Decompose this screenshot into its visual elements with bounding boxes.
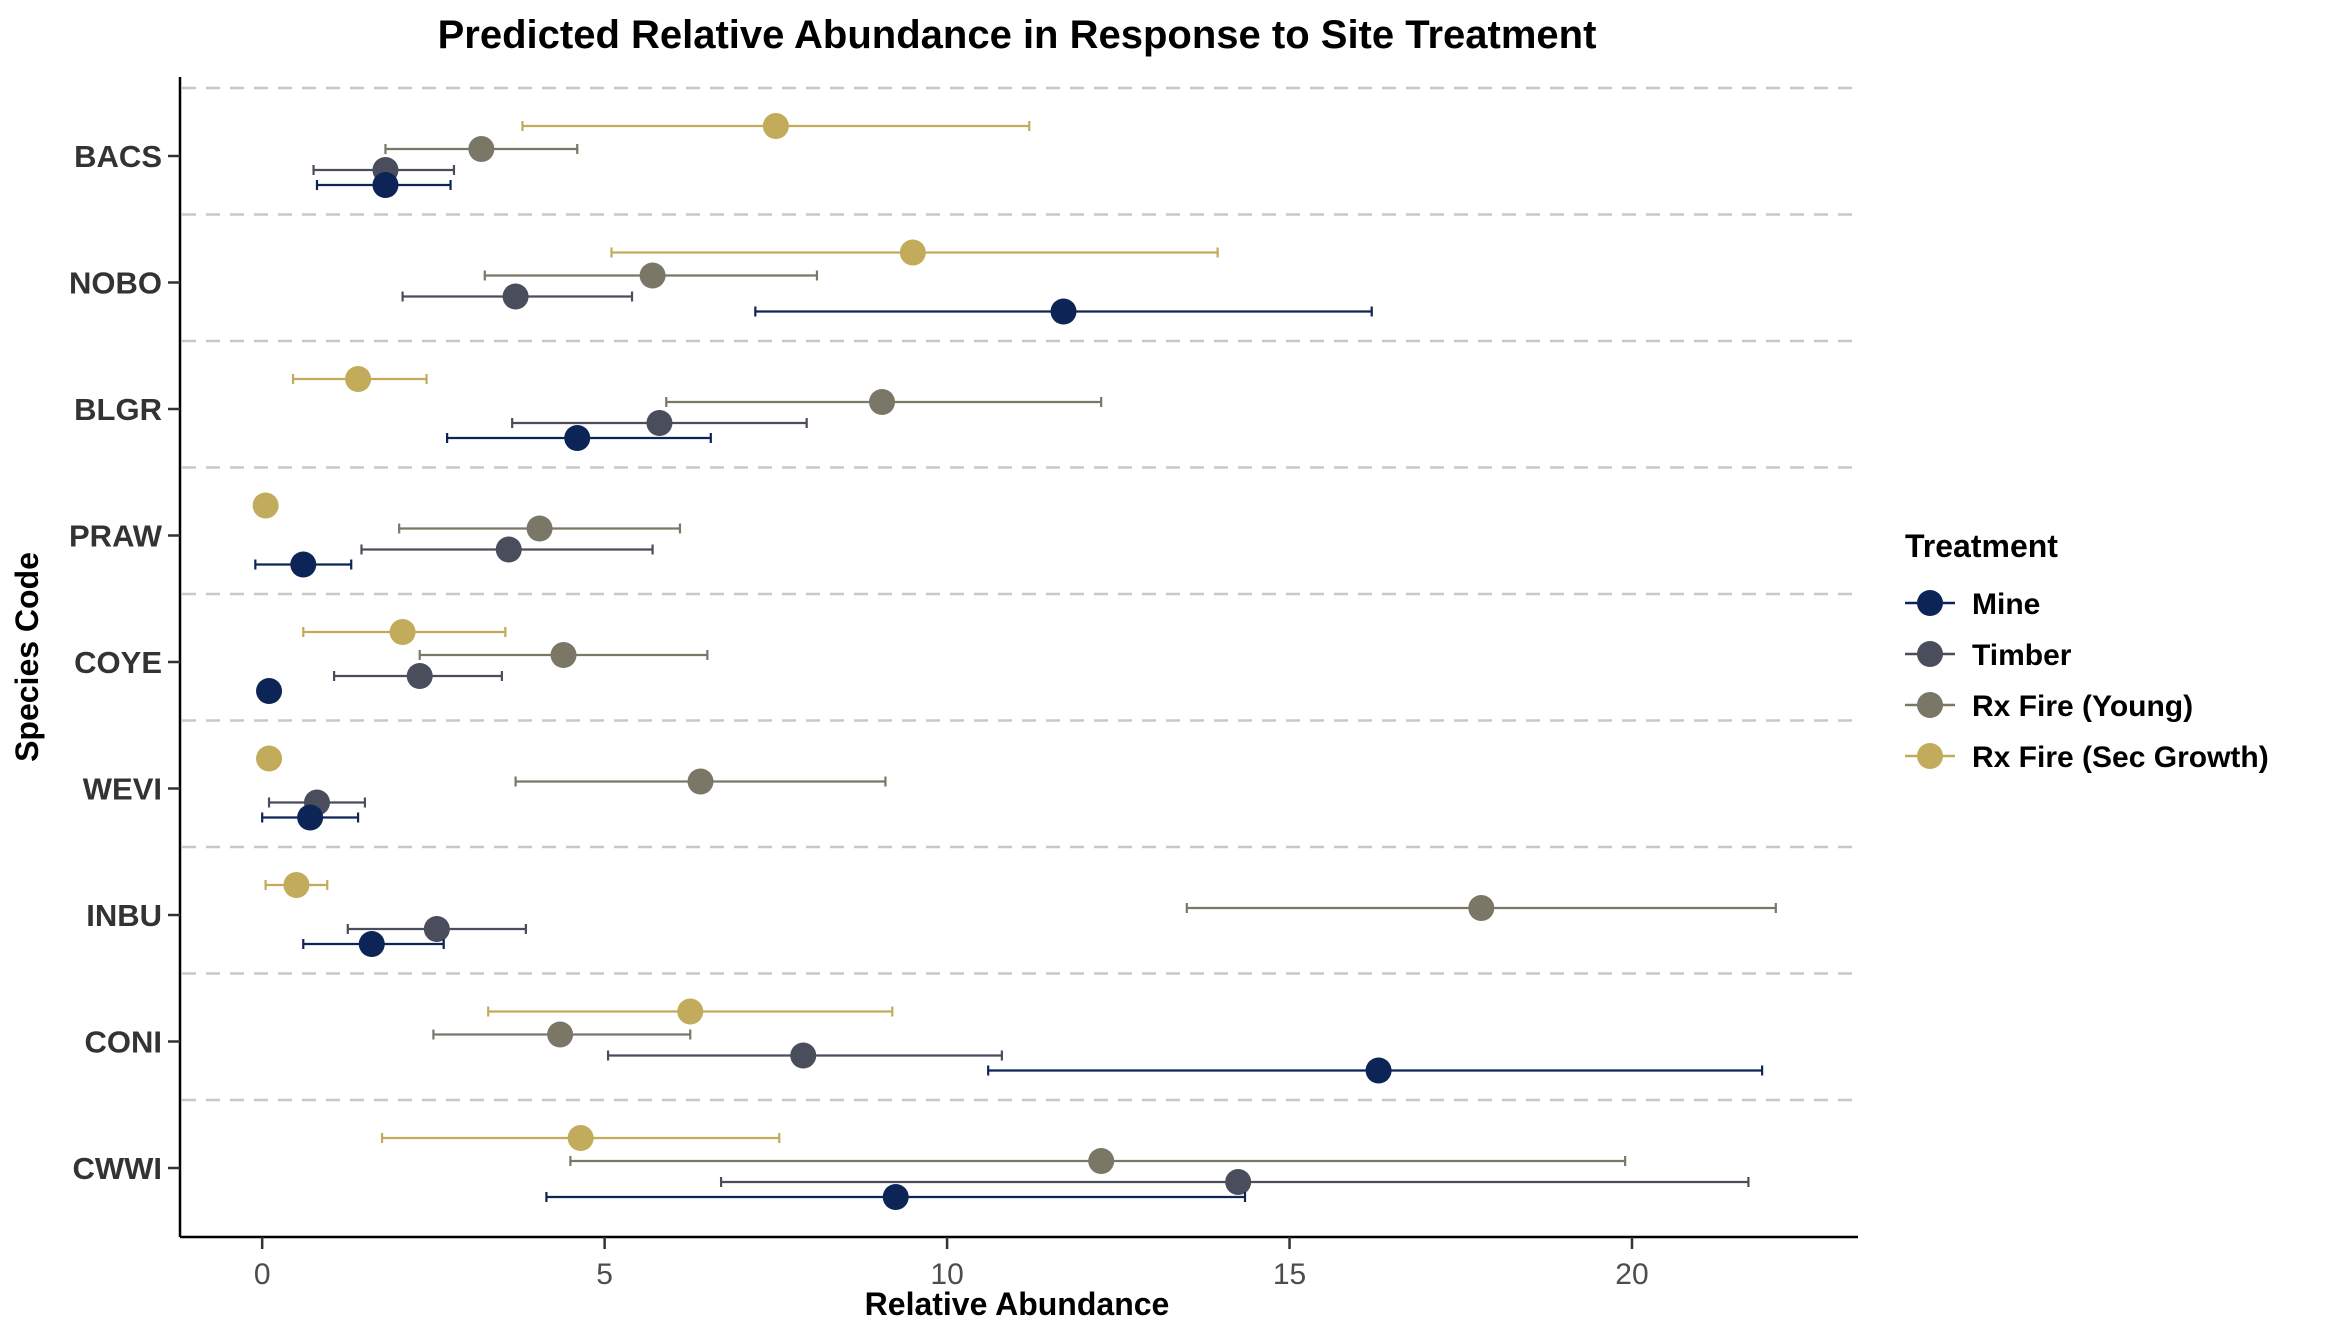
y-tick-label: INBU (86, 898, 162, 933)
point-mine (1365, 1057, 1392, 1084)
legend-title: Treatment (1905, 528, 2058, 564)
x-tick-label: 15 (1273, 1258, 1306, 1291)
y-tick-label: CWWI (72, 1151, 162, 1186)
point-mine (256, 678, 283, 704)
legend: Treatment Mine Timber Rx Fire (Young) Rx Fi… (1905, 528, 2269, 774)
x-tick-label: 20 (1615, 1258, 1648, 1291)
point-rx-fire-sec-growth (256, 745, 283, 772)
y-axis-ticks: BACS NOBO BLGR PRAW COYE WEVI INBU CONI CWWI (69, 139, 180, 1186)
point-rx-fire-young (639, 262, 666, 289)
point-rx-fire-sec-growth (899, 239, 926, 266)
point-rx-fire-young (1088, 1148, 1115, 1174)
point-rx-fire-young (526, 515, 553, 542)
point-rx-fire-young (550, 642, 577, 668)
y-tick-label: PRAW (69, 519, 163, 554)
point-rx-fire-sec-growth (389, 619, 416, 645)
x-axis-ticks: 0 5 10 15 20 (254, 1237, 1649, 1291)
y-axis-title: Species Code (9, 552, 45, 762)
legend-label-timber: Timber (1972, 639, 2072, 672)
legend-label-rx-fire-young: Rx Fire (Young) (1972, 690, 2193, 723)
point-mine (358, 931, 385, 957)
point-timber (495, 536, 522, 563)
data-marks (252, 113, 1777, 1210)
point-rx-fire-sec-growth (283, 872, 310, 898)
legend-swatch-rx-fire-young (1917, 692, 1943, 718)
point-timber (423, 916, 450, 942)
point-rx-fire-sec-growth (345, 366, 372, 392)
point-rx-fire-young (1468, 895, 1495, 921)
legend-swatch-rx-fire-sec-growth (1917, 743, 1943, 769)
point-timber (502, 283, 529, 310)
point-mine (882, 1184, 909, 1210)
axes (178, 77, 1858, 1239)
point-rx-fire-young (547, 1021, 574, 1048)
point-timber (790, 1042, 817, 1069)
y-tick-label: COYE (74, 645, 162, 680)
x-tick-label: 0 (254, 1258, 271, 1291)
point-rx-fire-sec-growth (762, 113, 789, 139)
legend-swatch-mine (1917, 590, 1943, 616)
point-rx-fire-young (869, 389, 896, 415)
chart-title: Predicted Relative Abundance in Response… (438, 13, 1597, 57)
x-tick-label: 10 (930, 1258, 963, 1291)
point-rx-fire-young (687, 768, 714, 795)
y-tick-label: BACS (74, 139, 162, 174)
x-axis-title: Relative Abundance (865, 1286, 1170, 1322)
legend-label-rx-fire-sec-growth: Rx Fire (Sec Growth) (1972, 741, 2269, 774)
point-rx-fire-sec-growth (677, 998, 704, 1025)
legend-label-mine: Mine (1972, 588, 2040, 621)
legend-swatch-timber (1917, 641, 1943, 667)
y-tick-label: BLGR (74, 392, 162, 427)
point-mine (290, 551, 317, 578)
grid-lines (182, 86, 1858, 1102)
y-tick-label: NOBO (69, 266, 162, 301)
point-timber (1225, 1169, 1252, 1195)
point-mine (372, 172, 399, 198)
y-tick-label: CONI (85, 1025, 163, 1060)
x-tick-label: 5 (596, 1258, 613, 1291)
point-timber (646, 410, 673, 436)
point-rx-fire-sec-growth (567, 1125, 594, 1151)
point-mine (297, 804, 324, 831)
point-rx-fire-sec-growth (252, 492, 279, 519)
point-rx-fire-young (468, 136, 495, 162)
y-tick-label: WEVI (83, 772, 162, 807)
point-timber (406, 663, 433, 689)
point-mine (1050, 298, 1077, 325)
point-mine (564, 425, 591, 451)
